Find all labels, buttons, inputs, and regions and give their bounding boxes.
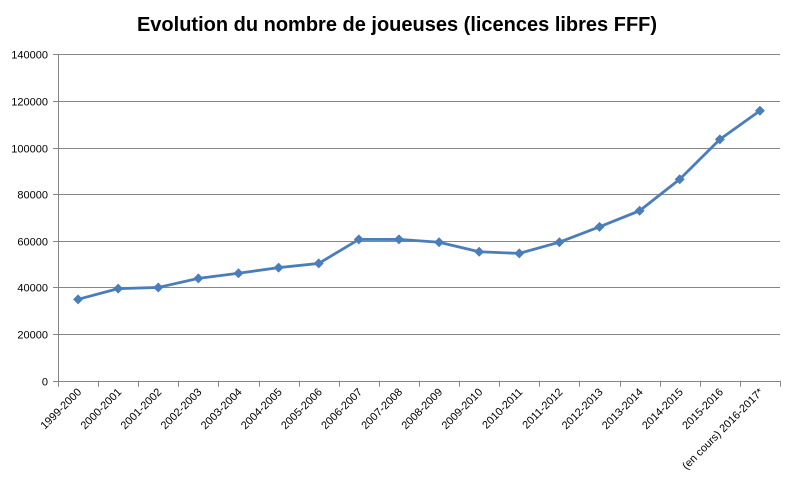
- y-tick-label: 0: [42, 377, 48, 389]
- data-point-marker: [73, 294, 84, 305]
- x-tick-label: 2007-2008: [359, 386, 405, 432]
- y-tick-label: 60000: [17, 237, 48, 249]
- data-point-marker: [153, 282, 164, 293]
- chart-title: Evolution du nombre de joueuses (licence…: [137, 14, 657, 36]
- data-point-marker: [113, 283, 124, 294]
- x-tick-label: 2009-2010: [440, 386, 486, 432]
- x-tick-label: 2011-2012: [520, 386, 565, 431]
- x-tick-label: 2006-2007: [319, 386, 365, 432]
- x-tick-label: 2012-2013: [560, 386, 606, 432]
- x-tick-label: 2000-2001: [79, 386, 125, 432]
- series-polyline: [77, 109, 761, 301]
- y-tick-label: 100000: [11, 144, 48, 156]
- x-axis: 1999-20002000-20012001-20022002-20032003…: [38, 380, 781, 472]
- data-point-marker: [193, 273, 204, 284]
- data-point-marker: [674, 174, 685, 185]
- x-tick-label: 2014-2015: [640, 386, 686, 432]
- y-axis: 0 20000 40000 60000 80000 100000 120000 140000: [11, 50, 59, 389]
- x-tick-label: 1999-2000: [38, 386, 84, 432]
- y-tick-label: 120000: [11, 97, 48, 109]
- data-point-marker: [594, 221, 605, 232]
- x-tick-label: 2002-2003: [159, 386, 205, 432]
- data-point-marker: [233, 268, 244, 279]
- data-point-marker: [273, 262, 284, 273]
- data-point-marker: [393, 234, 404, 245]
- x-tick-label: 2001-2002: [119, 386, 165, 432]
- y-tick-label: 20000: [17, 330, 48, 342]
- data-point-marker: [714, 134, 725, 145]
- x-tick-label: 2010-2011: [480, 386, 525, 431]
- x-tick-label: 2013-2014: [600, 386, 646, 432]
- gridlines: [53, 54, 780, 382]
- series-line: [73, 105, 765, 305]
- x-tick-label: 2008-2009: [399, 386, 445, 432]
- x-tick-label: 2005-2006: [279, 386, 325, 432]
- y-tick-label: 80000: [17, 190, 48, 202]
- data-point-marker: [434, 237, 445, 248]
- data-point-marker: [634, 205, 645, 216]
- data-point-marker: [754, 105, 765, 116]
- y-tick-label: 140000: [11, 50, 48, 62]
- x-tick-label: 2003-2004: [199, 386, 245, 432]
- data-point-marker: [353, 234, 364, 245]
- x-tick-label: (en cours) 2016-2017*: [680, 386, 766, 472]
- data-point-marker: [474, 246, 485, 257]
- data-point-marker: [313, 258, 324, 269]
- x-tick-label: 2004-2005: [239, 386, 285, 432]
- y-tick-label: 40000: [17, 283, 48, 295]
- data-point-marker: [554, 237, 565, 248]
- data-point-marker: [514, 248, 525, 259]
